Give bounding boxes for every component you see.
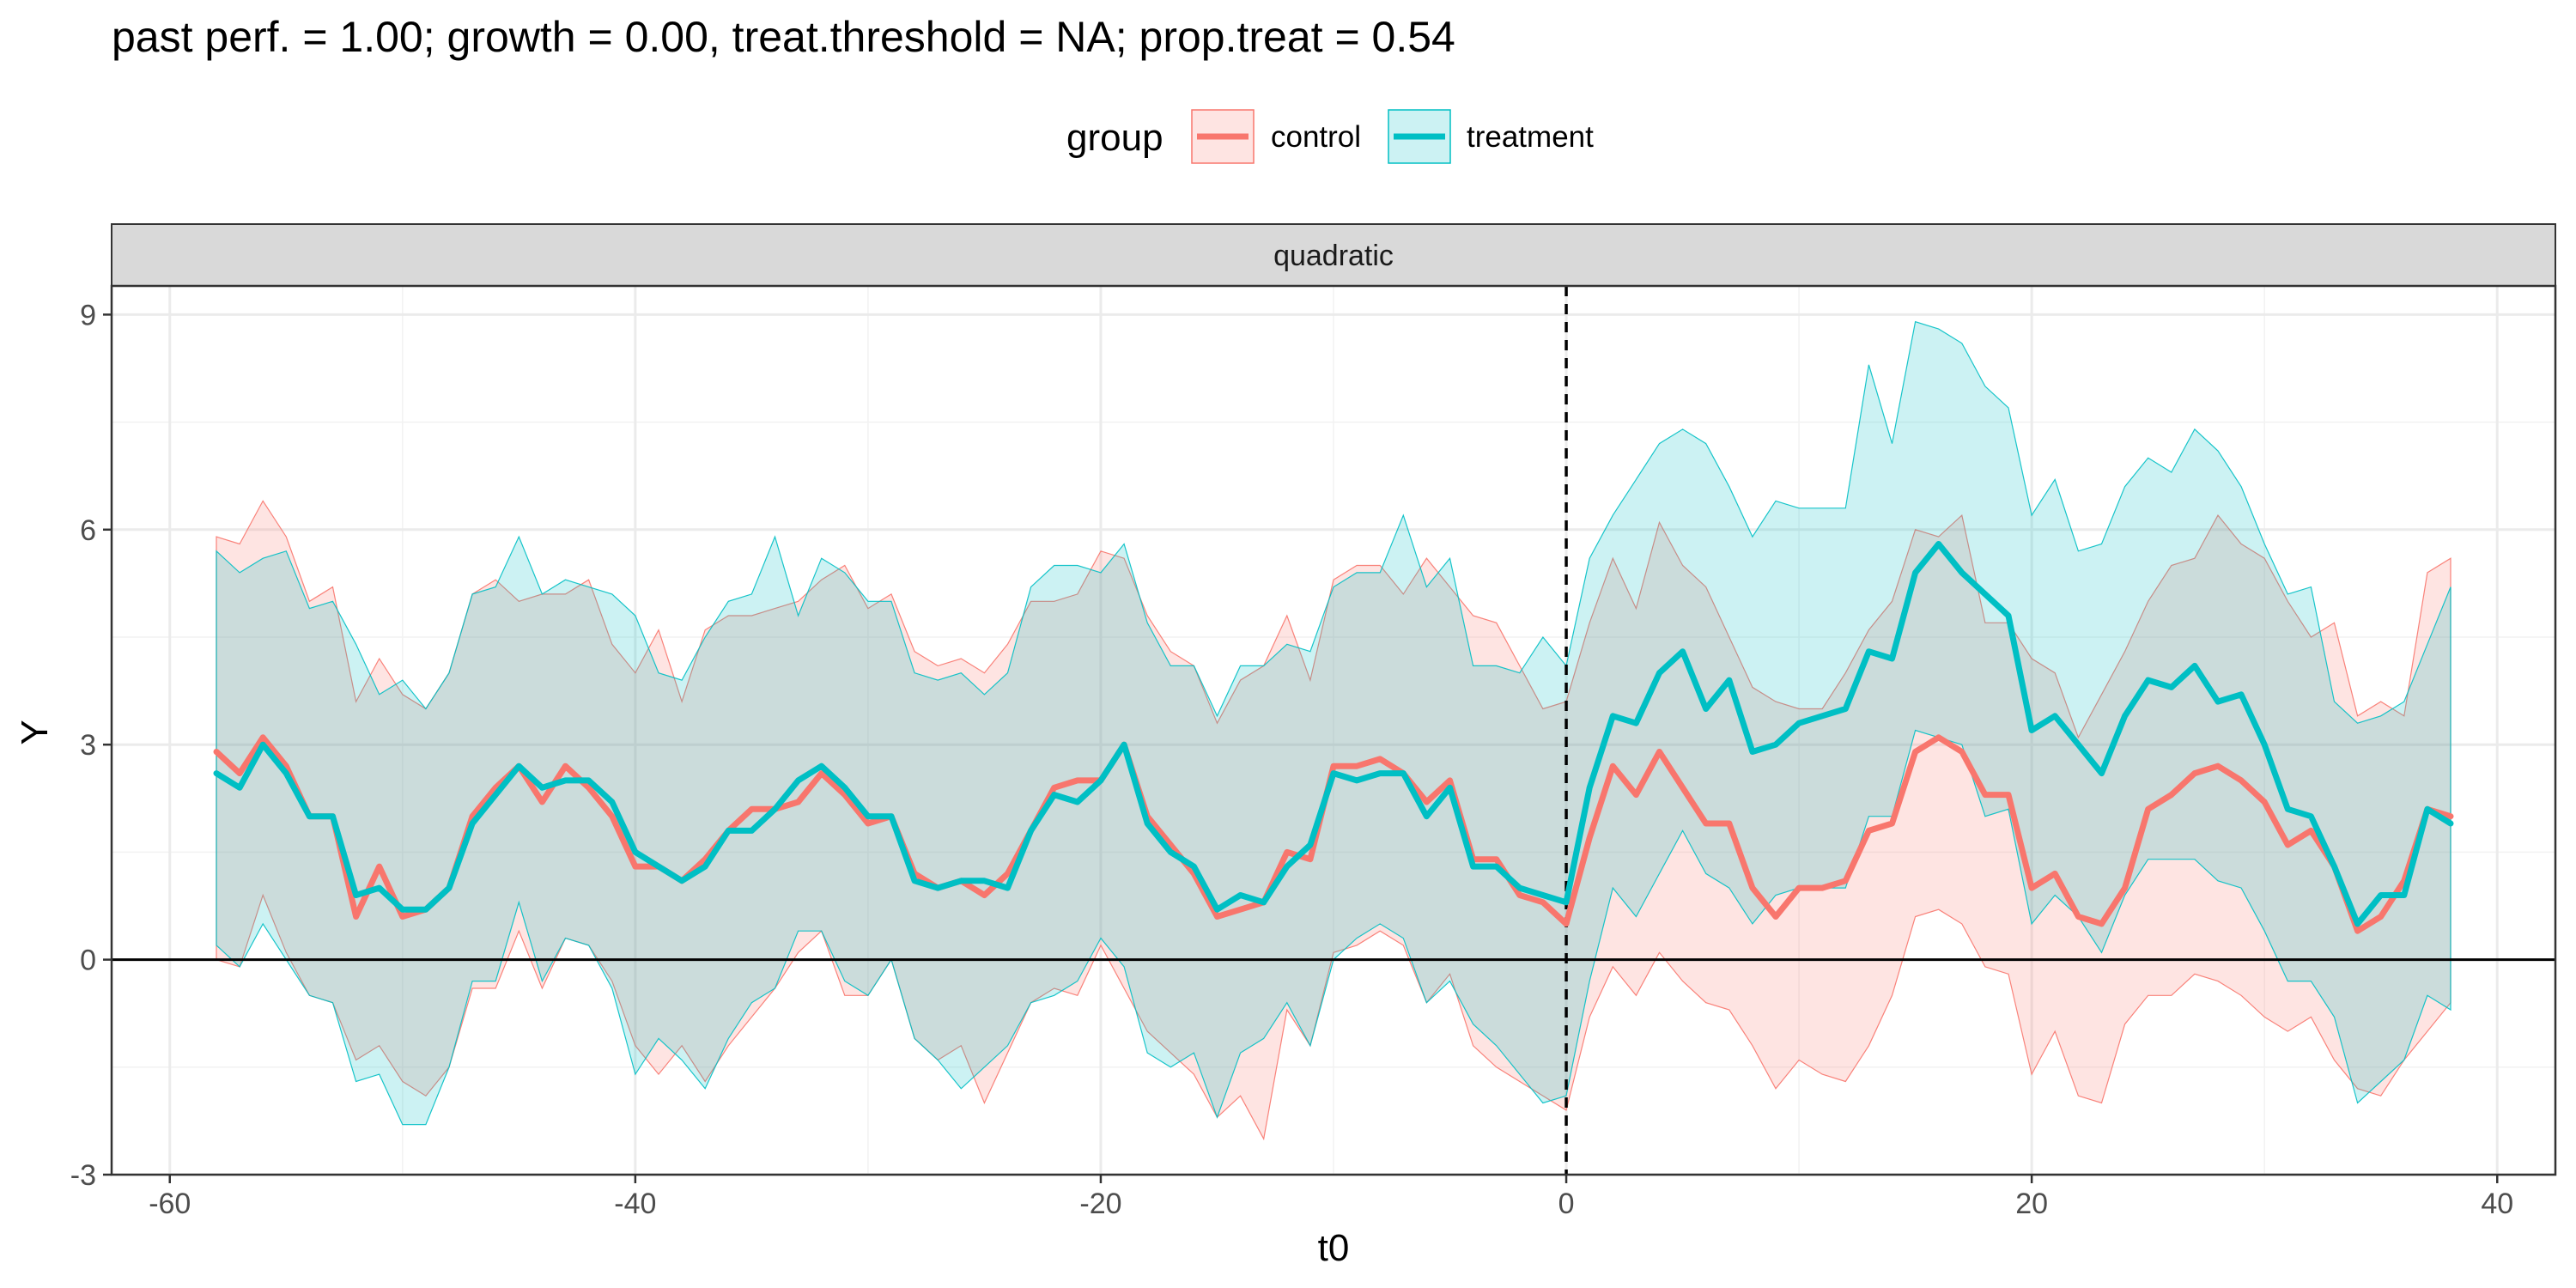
ribbon-treatment <box>216 320 2451 1126</box>
x-tick-label: -20 <box>1079 1188 1121 1220</box>
facet-strip-label: quadratic <box>1273 240 1394 272</box>
legend-label-treatment: treatment <box>1467 120 1594 154</box>
y-tick-label: 6 <box>80 514 96 547</box>
facet-strip <box>111 223 2556 287</box>
y-tick-label: 0 <box>80 945 96 977</box>
panel-border <box>110 284 2557 1176</box>
x-axis-label: t0 <box>1318 1227 1350 1269</box>
legend-label-control: control <box>1271 120 1361 154</box>
y-tick-label: 9 <box>80 299 96 331</box>
plot-area: -60 -40 -20 0 20 40 -3 0 3 6 9 <box>70 284 2557 1220</box>
x-tick-label: -60 <box>149 1188 191 1220</box>
y-axis-label: Y <box>14 720 56 744</box>
y-tick-label: 3 <box>80 729 96 762</box>
x-tick-label: -40 <box>614 1188 656 1220</box>
legend: group control treatment <box>1066 109 1594 164</box>
line-control <box>213 734 2454 934</box>
x-tick-label: 20 <box>2015 1188 2048 1220</box>
chart-title: past perf. = 1.00; growth = 0.00, treat.… <box>112 13 1455 61</box>
y-tick-label: -3 <box>70 1159 96 1192</box>
legend-title: group <box>1066 117 1163 159</box>
x-tick-label: 40 <box>2481 1188 2513 1220</box>
line-treatment <box>213 541 2454 927</box>
x-tick-label: 0 <box>1558 1188 1575 1220</box>
